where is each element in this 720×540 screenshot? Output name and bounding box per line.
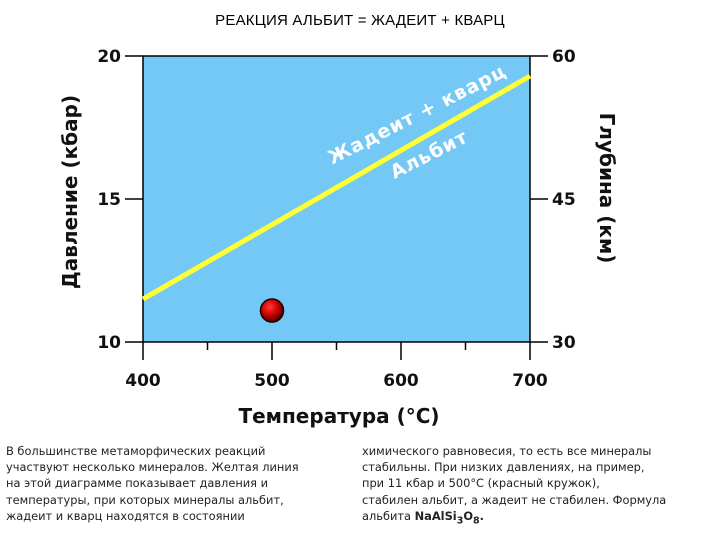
- caption-right-text: химического равновесия, то есть все мине…: [362, 444, 667, 523]
- x-axis-title: Температура (°C): [238, 404, 439, 428]
- y-right-tick-label-30: 30: [552, 333, 576, 353]
- point-albite-stable: [259, 298, 285, 323]
- x-tick-label-700: 700: [512, 371, 548, 391]
- y-right-tick-label-60: 60: [552, 47, 576, 67]
- caption-left: В большинстве метаморфических реакций уч…: [6, 444, 299, 523]
- formula-oxygen: O: [463, 508, 474, 523]
- formula-base: NaAlSi: [414, 508, 457, 523]
- formula-end: .: [479, 508, 484, 523]
- y-axis-left-title: Давление (кбар): [58, 95, 82, 289]
- x-tick-label-500: 500: [254, 371, 290, 391]
- x-tick-label-600: 600: [383, 371, 419, 391]
- formula-subscript-o: 8: [473, 515, 480, 527]
- y-right-tick-label-45: 45: [552, 190, 576, 210]
- y-left-tick-label-20: 20: [97, 47, 121, 67]
- y-left-tick-label-15: 15: [97, 190, 121, 210]
- slide-title: РЕАКЦИЯ АЛЬБИТ = ЖАДЕИТ + КВАРЦ: [215, 12, 505, 29]
- y-axis-right-title: Глубина (км): [595, 113, 619, 264]
- albite-formula: NaAlSi3O8.: [414, 508, 484, 527]
- formula-subscript-si: 3: [456, 515, 464, 527]
- x-tick-label-400: 400: [125, 371, 161, 391]
- caption-right: химического равновесия, то есть все мине…: [362, 443, 712, 529]
- y-left-tick-label-10: 10: [97, 333, 121, 353]
- reaction-line: [141, 73, 532, 302]
